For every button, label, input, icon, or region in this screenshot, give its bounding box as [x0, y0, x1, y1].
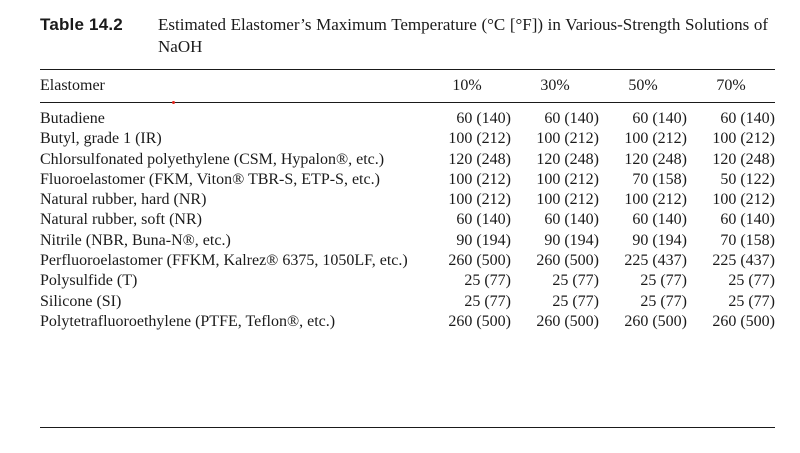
- table-row: Nitrile (NBR, Buna-N®, etc.) 90 (194) 90…: [40, 231, 775, 251]
- table-cell: 25 (77): [728, 272, 775, 290]
- header-row: Elastomer 10% 30% 50% 70%: [40, 70, 775, 102]
- elastomer-name: Butadiene: [40, 110, 105, 127]
- table-cell: 100 (212): [448, 191, 511, 209]
- table-cell: 25 (77): [728, 292, 775, 310]
- table-cell: 100 (212): [624, 191, 687, 209]
- table-cell: 25 (77): [464, 272, 511, 290]
- header-rule: [40, 102, 775, 103]
- elastomer-name: Chlorsulfonated polyethylene (CSM, Hypal…: [40, 150, 385, 168]
- table-row: Natural rubber, hard (NR) 100 (212) 100 …: [40, 190, 775, 210]
- table-cell: 120 (248): [448, 150, 511, 168]
- table-cell: 60 (140): [456, 110, 511, 127]
- table-cell: 260 (500): [712, 312, 775, 330]
- column-header-10-percent: 10%: [452, 76, 482, 94]
- table-cell: 120 (248): [624, 150, 687, 168]
- elastomer-name: Polytetrafluoroethylene (PTFE, Teflon®, …: [40, 312, 336, 330]
- elastomer-name: Silicone (SI): [40, 292, 122, 310]
- table-cell: 25 (77): [552, 292, 599, 310]
- table-cell: 100 (212): [448, 130, 511, 148]
- table-cell: 90 (194): [544, 231, 599, 249]
- table-cell: 60 (140): [632, 211, 687, 229]
- table-cell: 60 (140): [632, 110, 687, 127]
- table-cell: 60 (140): [544, 211, 599, 229]
- table-cell: 25 (77): [640, 272, 687, 290]
- elastomer-name: Perfluoroelastomer (FFKM, Kalrez® 6375, …: [40, 252, 408, 270]
- elastomer-name: Butyl, grade 1 (IR): [40, 130, 162, 148]
- table-cell: 70 (158): [720, 231, 775, 249]
- column-header-30-percent: 30%: [540, 76, 570, 94]
- column-header-70-percent: 70%: [716, 76, 746, 94]
- table-cell: 225 (437): [712, 252, 775, 270]
- table-cell: 60 (140): [720, 211, 775, 229]
- table-row: Chlorsulfonated polyethylene (CSM, Hypal…: [40, 150, 775, 170]
- table-cell: 260 (500): [624, 312, 687, 330]
- table-row: Silicone (SI) 25 (77) 25 (77) 25 (77) 25…: [40, 292, 775, 312]
- table-row: Butyl, grade 1 (IR) 100 (212) 100 (212) …: [40, 129, 775, 149]
- table-cell: 120 (248): [712, 150, 775, 168]
- table-cell: 25 (77): [552, 272, 599, 290]
- table-cell: 225 (437): [624, 252, 687, 270]
- table-row: Polytetrafluoroethylene (PTFE, Teflon®, …: [40, 312, 775, 332]
- elastomer-name: Natural rubber, hard (NR): [40, 191, 207, 209]
- table-row: Natural rubber, soft (NR) 60 (140) 60 (1…: [40, 210, 775, 230]
- column-header-50-percent: 50%: [628, 76, 658, 94]
- table-cell: 25 (77): [464, 292, 511, 310]
- table-cell: 100 (212): [448, 170, 511, 188]
- table-cell: 260 (500): [536, 252, 599, 270]
- elastomer-name: Natural rubber, soft (NR): [40, 211, 202, 229]
- table-cell: 100 (212): [624, 130, 687, 148]
- table-cell: 100 (212): [536, 191, 599, 209]
- top-rule: [40, 69, 775, 70]
- table-row: Perfluoroelastomer (FFKM, Kalrez® 6375, …: [40, 251, 775, 271]
- column-header-elastomer: Elastomer: [40, 76, 105, 94]
- table-cell: 120 (248): [536, 150, 599, 168]
- bottom-rule: [40, 427, 775, 428]
- table-cell: 260 (500): [448, 252, 511, 270]
- table-row: Butadiene 60 (140) 60 (140) 60 (140) 60 …: [40, 102, 775, 129]
- table-cell: 60 (140): [456, 211, 511, 229]
- table-title: Estimated Elastomer’s Maximum Temperatur…: [158, 15, 768, 56]
- elastomer-name: Polysulfide (T): [40, 272, 138, 290]
- table-cell: 260 (500): [448, 312, 511, 330]
- annotation-marker-dot: [172, 101, 175, 104]
- table-cell: 100 (212): [536, 170, 599, 188]
- table-row: Fluoroelastomer (FKM, Viton® TBR-S, ETP-…: [40, 170, 775, 190]
- table-cell: 100 (212): [712, 130, 775, 148]
- elastomer-temperature-table: Elastomer 10% 30% 50% 70% Butadiene 60 (…: [40, 70, 775, 332]
- table-cell: 70 (158): [632, 170, 687, 188]
- table-cell: 90 (194): [632, 231, 687, 249]
- elastomer-name: Nitrile (NBR, Buna-N®, etc.): [40, 231, 231, 249]
- table-cell: 260 (500): [536, 312, 599, 330]
- table-cell: 100 (212): [536, 130, 599, 148]
- table-row: Polysulfide (T) 25 (77) 25 (77) 25 (77) …: [40, 271, 775, 291]
- table-cell: 25 (77): [640, 292, 687, 310]
- table-cell: 60 (140): [544, 110, 599, 127]
- table-cell: 60 (140): [720, 110, 775, 127]
- table-number: Table 14.2: [40, 15, 123, 34]
- elastomer-name: Fluoroelastomer (FKM, Viton® TBR-S, ETP-…: [40, 170, 380, 188]
- table-cell: 90 (194): [456, 231, 511, 249]
- table-cell: 50 (122): [720, 170, 775, 188]
- table-cell: 100 (212): [712, 191, 775, 209]
